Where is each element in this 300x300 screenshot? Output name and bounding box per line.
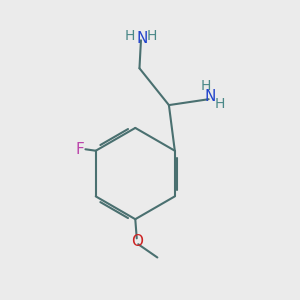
Text: H: H — [200, 79, 211, 93]
Text: N: N — [204, 89, 216, 104]
Text: H: H — [215, 97, 225, 111]
Text: N: N — [137, 31, 148, 46]
Text: O: O — [131, 234, 143, 249]
Text: H: H — [147, 29, 157, 43]
Text: F: F — [75, 142, 84, 157]
Text: H: H — [124, 29, 135, 43]
